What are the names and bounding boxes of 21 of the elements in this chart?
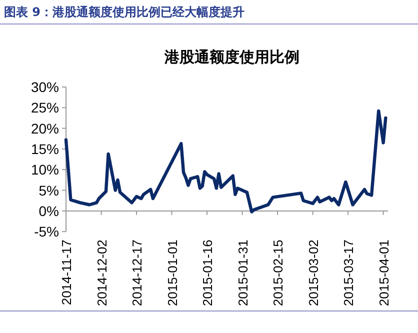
text: 图表 9：港股通额度使用比例已经大幅度提升: [4, 5, 245, 19]
x-tick-label: 2014-12-02: [94, 240, 110, 306]
y-tick-label: 30%: [30, 79, 59, 95]
y-tick-label: 15%: [30, 140, 59, 157]
y-tick-label: 25%: [30, 100, 59, 116]
y-tick-label: 0%: [38, 202, 59, 219]
x-tick-label: 2014-11-17: [59, 240, 74, 306]
x-tick-label: 2015-01-31: [235, 240, 250, 306]
y-tick-label: -5%: [34, 224, 59, 240]
x-tick-label: 2015-01-16: [200, 240, 216, 306]
y-tick-label: 20%: [30, 120, 59, 136]
x-tick-label: 2014-12-17: [130, 240, 145, 306]
x-tick-label: 2015-03-17: [341, 240, 356, 306]
x-tick-label: 2015-01-01: [164, 240, 180, 306]
chart-title: 港股通额度使用比例: [164, 48, 300, 66]
x-tick-label: 2015-03-02: [306, 240, 321, 306]
y-tick-label: 5%: [38, 182, 59, 198]
line-series: [64, 109, 388, 214]
y-tick-label: 10%: [30, 162, 59, 178]
x-tick-label: 2015-02-15: [270, 240, 286, 306]
x-tick-label: 2015-04-01: [376, 240, 392, 306]
